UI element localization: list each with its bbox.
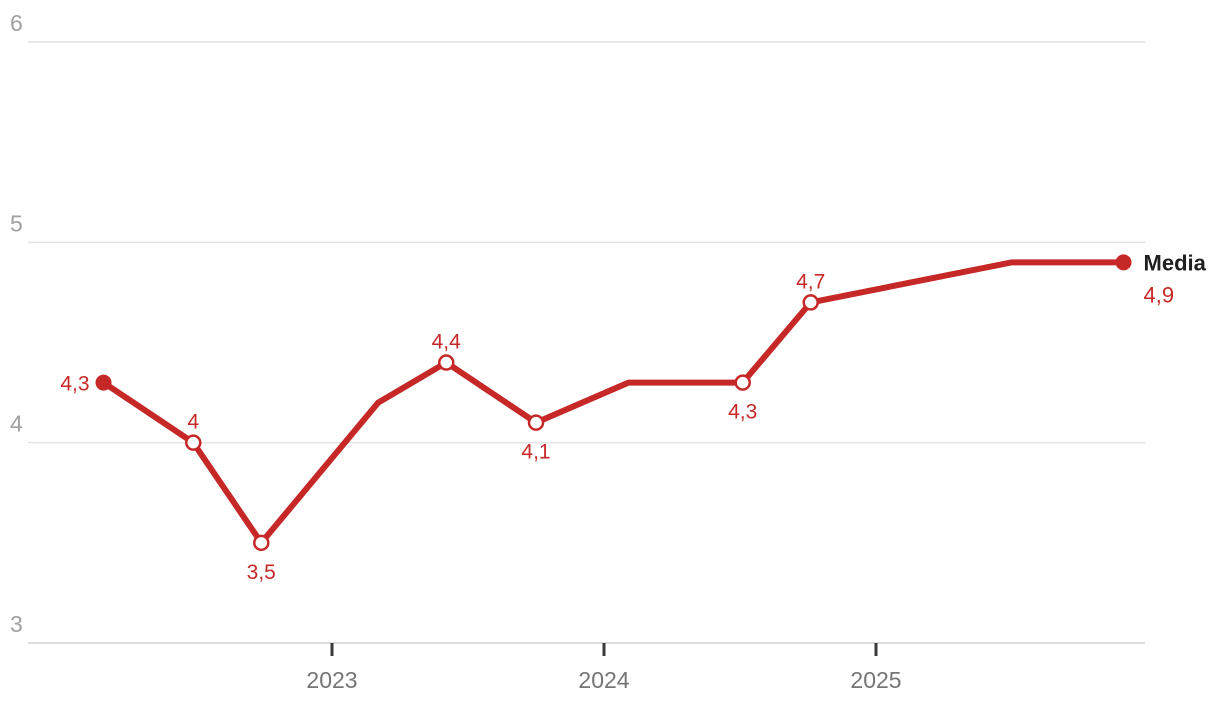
data-point-marker[interactable]	[802, 294, 819, 311]
data-point-label: 4,3	[60, 373, 89, 396]
data-point-label: 4,4	[432, 331, 462, 354]
y-axis-tick-label: 6	[10, 10, 23, 36]
data-point-marker[interactable]	[95, 374, 112, 391]
data-point-label: 4,3	[728, 401, 757, 424]
y-axis-tick-label: 5	[10, 210, 23, 236]
x-axis-tick-label: 2025	[850, 667, 901, 693]
data-point-marker[interactable]	[734, 374, 751, 391]
series-end-name-label: Media	[1144, 250, 1207, 275]
y-axis-tick-label: 4	[10, 411, 23, 437]
data-point-label: 3,5	[247, 561, 276, 584]
series-end-value-label: 4,9	[1144, 282, 1175, 307]
y-axis-tick-label: 3	[10, 611, 23, 637]
data-point-marker[interactable]	[437, 354, 455, 371]
x-axis-tick-label: 2023	[306, 667, 357, 693]
data-point-label: 4	[187, 411, 199, 434]
data-point-marker[interactable]	[185, 434, 202, 451]
series-line	[100, 259, 1127, 546]
data-point-label: 4,7	[796, 270, 825, 293]
data-point-label: 4,1	[521, 441, 550, 464]
x-axis-tick-label: 2024	[578, 667, 629, 693]
data-point-marker[interactable]	[253, 534, 270, 552]
data-point-marker[interactable]	[1115, 254, 1132, 271]
data-point-marker[interactable]	[527, 414, 545, 431]
